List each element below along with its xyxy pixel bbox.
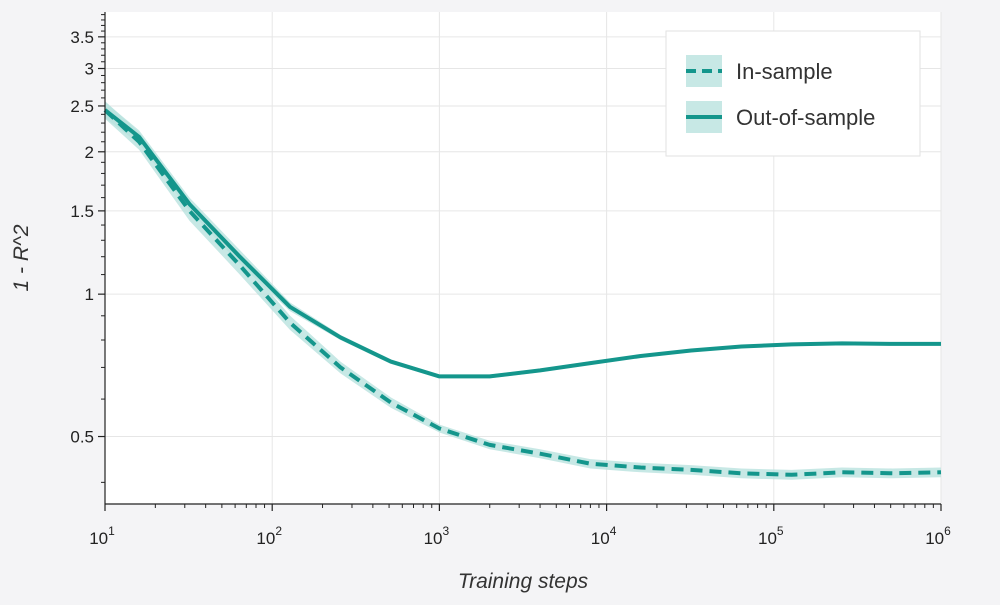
y-tick-label: 0.5 (70, 428, 94, 447)
y-tick-label: 2.5 (70, 97, 94, 116)
legend-label: In-sample (736, 59, 833, 84)
y-tick-label: 3.5 (70, 28, 94, 47)
y-tick-label: 2 (85, 143, 94, 162)
y-tick-label: 3 (85, 60, 94, 79)
legend: In-sample Out-of-sample (666, 31, 920, 156)
y-tick-label: 1 (85, 285, 94, 304)
legend-box (666, 31, 920, 156)
y-tick-label: 1.5 (70, 202, 94, 221)
x-axis-title: Training steps (458, 570, 589, 593)
legend-label: Out-of-sample (736, 105, 875, 130)
y-axis-title: 1 - R^2 (10, 224, 33, 291)
